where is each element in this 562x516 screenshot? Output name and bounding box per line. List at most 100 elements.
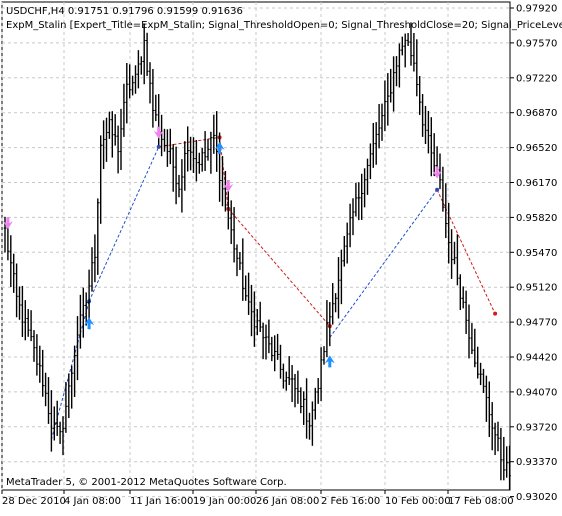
- y-tick-label: 0.94770: [516, 318, 557, 329]
- ohlc-bar: [38, 345, 42, 383]
- zigzag-leg: [227, 208, 331, 327]
- x-tick-label: 10 Feb 00:00: [385, 496, 451, 507]
- ohlc-bar: [421, 93, 424, 137]
- ohlc-bar: [354, 182, 358, 217]
- zigzag-legs: [50, 135, 498, 440]
- ohlc-bar: [343, 236, 346, 267]
- ohlc-bar: [79, 294, 82, 349]
- ohlc-bar: [479, 362, 482, 386]
- y-tick-label: 0.97920: [516, 4, 557, 15]
- ohlc-bar: [180, 159, 184, 213]
- ohlc-bar: [383, 80, 387, 132]
- ohlc-bar: [241, 238, 245, 301]
- ohlc-bar: [186, 126, 189, 172]
- ohlc-bar: [418, 76, 421, 115]
- ohlc-bar: [395, 56, 398, 87]
- ohlc-bar: [488, 381, 491, 438]
- ohlc-bar: [482, 368, 485, 393]
- sell-arrow-icon: [2, 217, 13, 230]
- ohlc-bar: [308, 412, 311, 440]
- x-tick-label: 26 Jan 08:00: [256, 496, 319, 507]
- ohlc-bar: [450, 229, 453, 279]
- ohlc-bar: [345, 222, 349, 264]
- sell-arrow-icon: [223, 179, 234, 192]
- ohlc-bar: [467, 304, 471, 359]
- ohlc-bar: [67, 373, 71, 419]
- ohlc-bar: [137, 50, 140, 89]
- ohlc-bar: [325, 300, 329, 358]
- ohlc-bar: [493, 422, 497, 456]
- ohlc-bar: [134, 65, 137, 94]
- ohlc-bar: [464, 290, 468, 334]
- ohlc-bar: [279, 344, 282, 379]
- ohlc-bar: [328, 302, 332, 347]
- y-tick-label: 0.97220: [516, 73, 557, 84]
- ohlc-bar: [430, 117, 433, 177]
- ohlc-bar: [82, 287, 85, 338]
- ohlc-bar: [166, 129, 169, 167]
- ohlc-bar: [169, 128, 172, 165]
- grid-lines: [1, 2, 510, 498]
- ohlc-bar: [386, 73, 390, 126]
- ohlc-bar: [296, 370, 300, 404]
- buy-arrow-icon: [214, 141, 225, 154]
- ohlc-bar: [302, 391, 305, 425]
- ohlc-bar: [55, 400, 59, 436]
- ohlc-bar: [348, 203, 352, 248]
- y-tick-label: 0.93020: [516, 492, 557, 503]
- ohlc-bar: [76, 316, 79, 381]
- ohlc-bar: [200, 147, 204, 172]
- ohlc-bar: [363, 168, 366, 208]
- x-tick-label: 17 Feb 08:00: [448, 496, 514, 507]
- ohlc-bar: [258, 301, 262, 333]
- ohlc-bar: [44, 372, 47, 407]
- ohlc-bar: [235, 244, 239, 277]
- ohlc-bar: [337, 257, 340, 319]
- x-tick-label: 28 Dec 2010: [2, 496, 66, 507]
- ohlc-bar: [221, 156, 224, 207]
- ohlc-bar: [253, 291, 256, 347]
- ohlc-bar: [102, 120, 105, 169]
- ohlc-bar: [490, 402, 494, 451]
- x-tick-label: 19 Jan 00:00: [193, 496, 256, 507]
- ohlc-bar: [198, 152, 201, 174]
- ohlc-bar: [116, 125, 120, 174]
- y-tick-label: 0.95470: [516, 248, 557, 259]
- ohlc-bar: [244, 275, 247, 301]
- ohlc-bar: [12, 253, 15, 293]
- ohlc-bar: [247, 272, 250, 315]
- ohlc-bar: [380, 103, 384, 141]
- ohlc-bar: [238, 251, 242, 271]
- sell-arrow-icon: [153, 126, 164, 139]
- x-tick-label: 11 Jan 16:00: [130, 496, 193, 507]
- ohlc-bar: [32, 330, 36, 362]
- ohlc-bar: [35, 334, 39, 376]
- ohlc-bar: [232, 207, 236, 263]
- ohlc-bar: [270, 336, 274, 362]
- y-axis: 0.97920 0.97570 0.97220 0.96870 0.96520 0.961…: [510, 4, 557, 503]
- ohlc-bar: [195, 140, 198, 182]
- ohlc-bar: [293, 374, 297, 408]
- ohlc-bar: [456, 234, 459, 286]
- ohlc-bar: [229, 200, 233, 245]
- y-tick-label: 0.96870: [516, 108, 557, 119]
- ohlc-bar: [84, 292, 88, 326]
- ohlc-bar: [276, 333, 279, 360]
- ohlc-bar: [311, 401, 314, 446]
- ohlc-bar: [47, 377, 50, 424]
- ohlc-bar: [224, 170, 227, 212]
- ohlc-bar: [105, 117, 108, 162]
- signal-markers: [2, 126, 443, 368]
- ohlc-bar: [438, 153, 442, 190]
- ohlc-bars: [3, 22, 511, 490]
- ohlc-bar: [119, 108, 123, 171]
- ohlc-bar: [21, 285, 24, 337]
- ohlc-bar: [267, 319, 271, 354]
- buy-arrow-icon: [84, 317, 95, 330]
- y-tick-label: 0.93720: [516, 422, 557, 433]
- ohlc-bar: [392, 56, 395, 112]
- ohlc-bar: [256, 309, 259, 336]
- ohlc-bar: [108, 111, 111, 139]
- ohlc-bar: [360, 173, 363, 220]
